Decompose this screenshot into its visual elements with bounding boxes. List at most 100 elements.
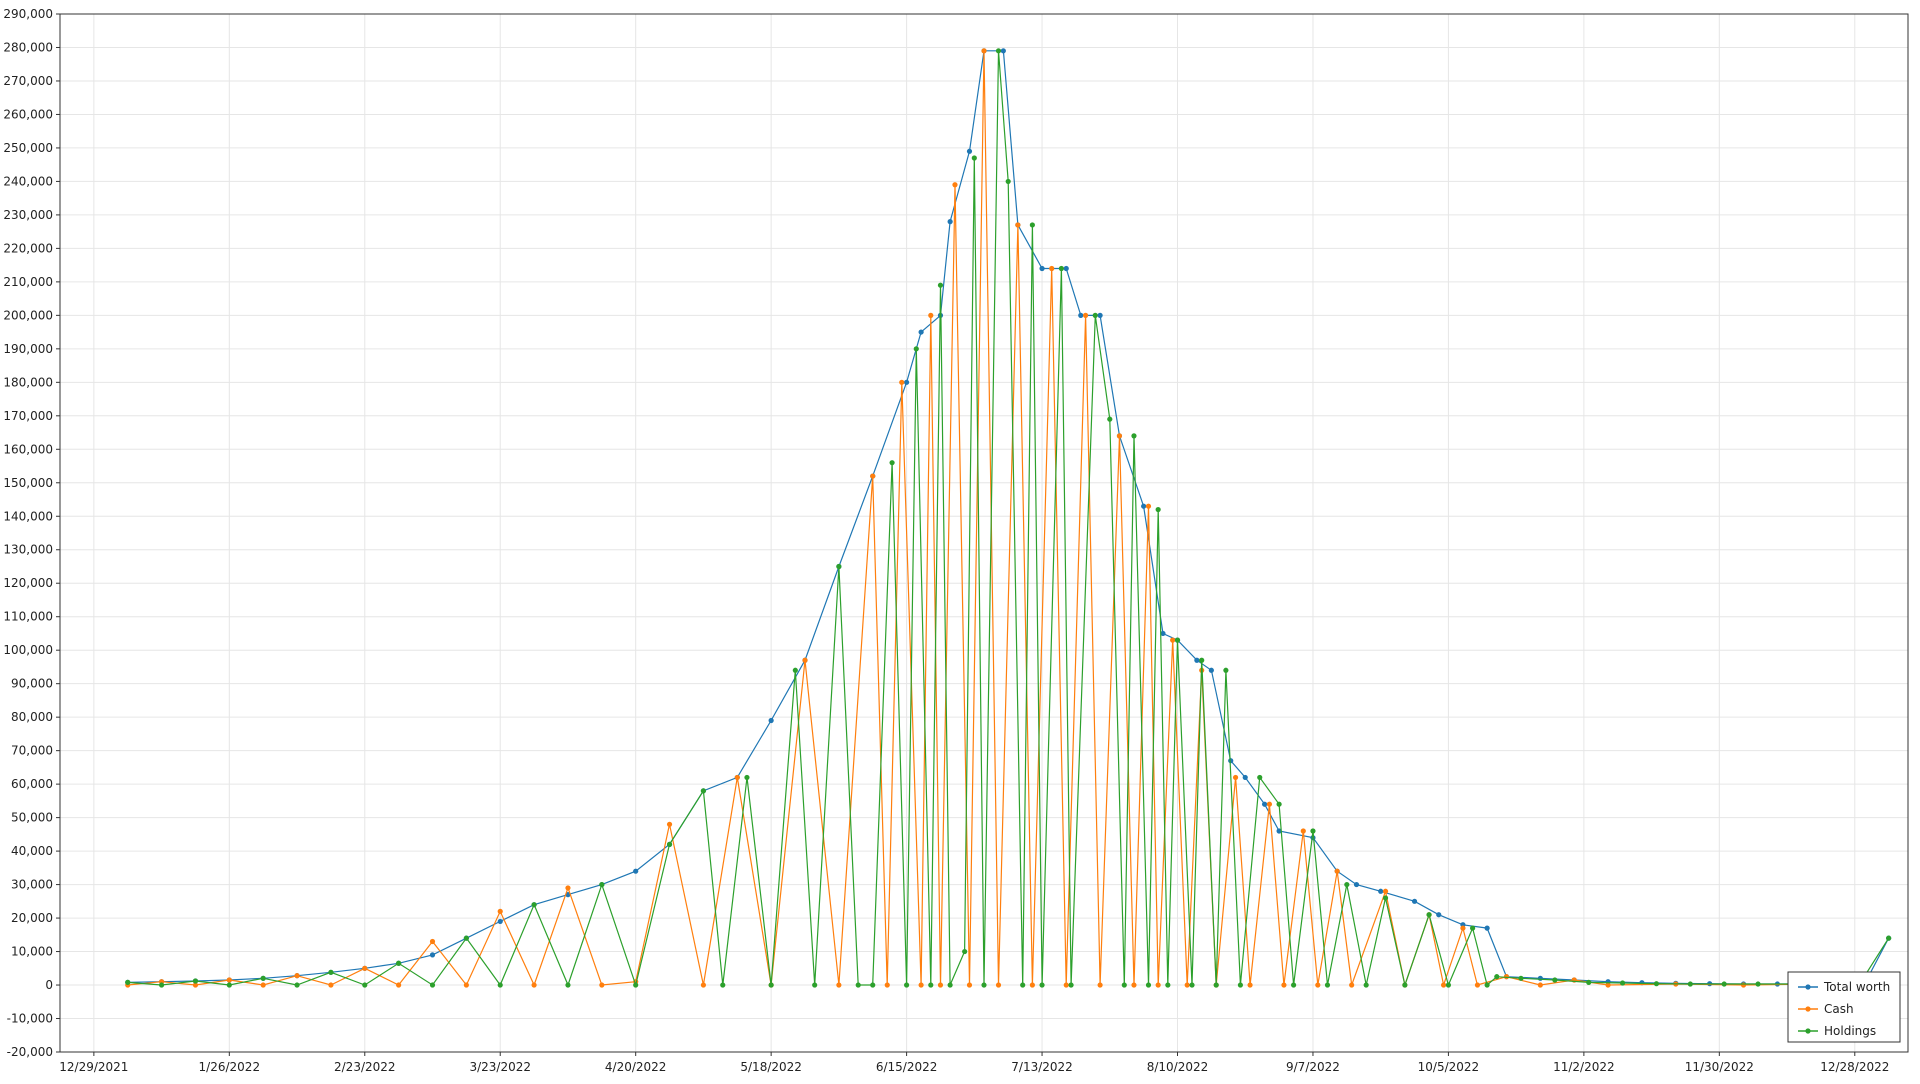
y-tick-label: 210,000 (3, 275, 53, 289)
data-point (928, 982, 934, 988)
data-point (497, 908, 503, 914)
data-point (1436, 912, 1442, 918)
data-point (981, 48, 987, 54)
data-point (565, 982, 571, 988)
data-point (947, 219, 953, 225)
y-tick-label: 90,000 (11, 677, 53, 691)
y-axis: 290,000 280,000 270,000 260,000 250,000 240,0… (3, 7, 60, 1059)
data-point (1276, 828, 1282, 834)
data-point (1460, 925, 1466, 931)
data-point (903, 982, 910, 988)
data-point (1537, 975, 1543, 981)
data-point (1068, 982, 1074, 988)
data-point (1145, 503, 1152, 509)
legend-label: Total worth (1823, 980, 1890, 994)
data-point (962, 948, 968, 955)
series-2 (125, 48, 1892, 988)
data-point (1426, 912, 1432, 918)
data-point (995, 48, 1002, 54)
data-point (1281, 982, 1287, 988)
data-point (870, 473, 876, 479)
data-point (1000, 48, 1006, 54)
data-point (1039, 982, 1045, 988)
data-point (463, 935, 469, 941)
data-point (966, 982, 973, 988)
data-point (1518, 975, 1524, 981)
data-point (1165, 982, 1171, 988)
legend-item: Total worth (1798, 980, 1890, 994)
data-point (1755, 981, 1761, 987)
y-tick-label: 180,000 (3, 375, 53, 389)
y-tick-label: 110,000 (3, 610, 53, 624)
data-point (1653, 981, 1660, 987)
data-point (1121, 982, 1127, 988)
data-point (1247, 982, 1253, 988)
data-point (1687, 981, 1693, 987)
y-tick-label: 240,000 (3, 174, 53, 188)
data-point (802, 657, 808, 663)
data-point (429, 982, 436, 988)
data-point (947, 982, 953, 988)
data-point (1131, 982, 1137, 988)
x-tick-label: 4/20/2022 (605, 1060, 667, 1074)
y-tick-label: 260,000 (3, 107, 53, 121)
data-point (812, 982, 818, 988)
y-tick-label: -10,000 (7, 1012, 53, 1026)
data-point (1223, 667, 1229, 673)
x-tick-label: 2/23/2022 (334, 1060, 396, 1074)
series-layer (125, 48, 1892, 988)
data-point (666, 821, 673, 827)
data-point (952, 182, 958, 188)
data-point (328, 969, 334, 975)
data-point (1300, 828, 1306, 834)
x-tick-label: 11/2/2022 (1553, 1060, 1615, 1074)
data-point (328, 982, 334, 988)
data-point (362, 982, 368, 988)
data-point (1155, 982, 1161, 988)
data-point (633, 982, 639, 988)
data-point (889, 460, 895, 466)
data-point (1213, 982, 1219, 988)
y-tick-label: 0 (45, 978, 53, 992)
data-point (1029, 222, 1035, 228)
data-point (1039, 265, 1045, 272)
y-tick-label: 130,000 (3, 543, 53, 557)
legend-marker (1805, 1006, 1811, 1012)
data-point (192, 982, 199, 988)
data-point (1049, 265, 1055, 272)
data-point (913, 346, 919, 352)
data-point (1402, 982, 1408, 988)
data-point (1063, 982, 1069, 988)
data-point (666, 841, 673, 848)
data-point (429, 952, 436, 958)
y-tick-label: 200,000 (3, 308, 53, 322)
x-tick-label: 5/18/2022 (740, 1060, 802, 1074)
data-point (836, 563, 842, 570)
series-line (127, 50, 1890, 988)
data-point (1353, 881, 1360, 888)
data-point (1382, 888, 1389, 894)
data-point (1619, 980, 1626, 986)
data-point (565, 885, 571, 891)
data-point (1107, 416, 1113, 422)
y-tick-label: 50,000 (11, 811, 53, 825)
data-point (1310, 828, 1316, 834)
y-tick-label: 250,000 (3, 141, 53, 155)
y-tick-label: 230,000 (3, 208, 53, 222)
y-tick-label: 270,000 (3, 74, 53, 88)
data-point (981, 982, 987, 988)
data-point (1537, 982, 1543, 988)
data-point (744, 774, 750, 781)
data-point (599, 881, 605, 888)
data-point (1232, 774, 1239, 781)
data-point (1324, 982, 1331, 988)
data-point (633, 868, 639, 874)
data-point (1141, 503, 1147, 509)
data-point (1097, 982, 1103, 988)
data-point (1131, 433, 1137, 439)
data-point (899, 379, 905, 385)
data-point (903, 379, 910, 385)
data-point (1552, 977, 1558, 983)
data-point (1721, 981, 1727, 987)
